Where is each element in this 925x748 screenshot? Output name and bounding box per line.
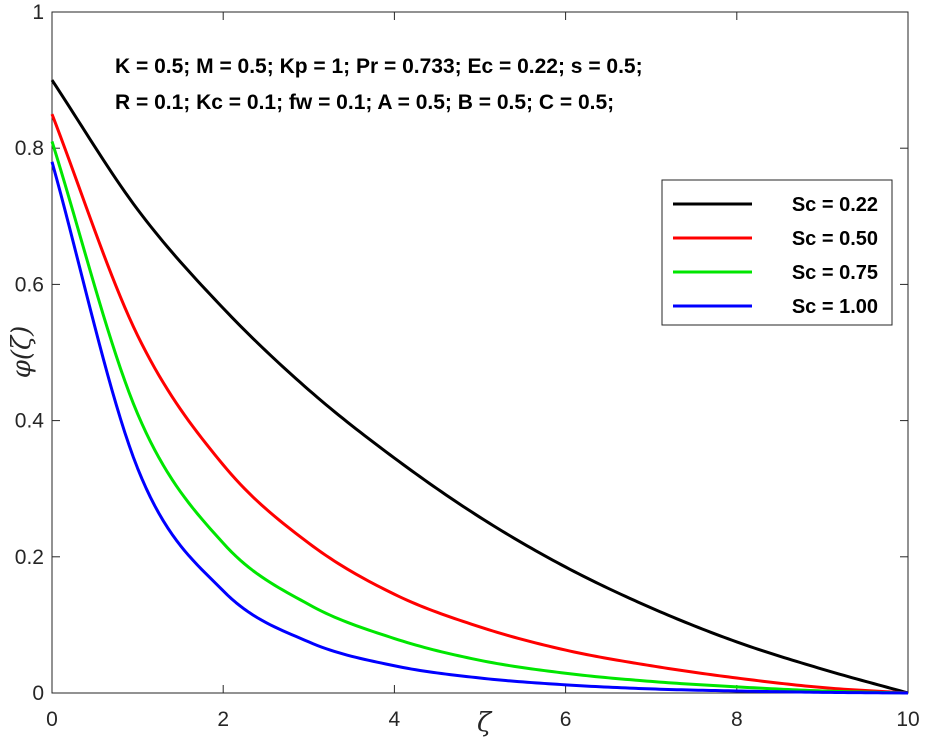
x-tick-label: 6	[560, 708, 572, 731]
y-tick-label: 0.2	[15, 546, 44, 569]
series-line-1	[50, 79, 909, 695]
series-line-2	[50, 113, 909, 695]
y-axis-label: φ(ζ)	[7, 326, 37, 379]
y-tick-label: 0.8	[15, 137, 44, 160]
annotation-line-1: K = 0.5; M = 0.5; Kp = 1; Pr = 0.733; Ec…	[115, 55, 643, 78]
series-lines	[50, 79, 909, 695]
legend: Sc = 0.22 Sc = 0.50 Sc = 0.75 Sc = 1.00	[661, 179, 893, 326]
y-tick-label: 0	[32, 682, 44, 705]
x-tick-label: 10	[896, 708, 919, 731]
legend-label: Sc = 0.75	[792, 262, 878, 284]
legend-label: Sc = 0.50	[792, 228, 878, 250]
x-tick-label: 8	[731, 708, 743, 731]
y-tick-label: 0.6	[15, 273, 44, 296]
plot-area	[51, 11, 909, 694]
legend-label: Sc = 1.00	[792, 296, 878, 318]
axis-ticks: 0 2 4 6 8 10 0 0.2 0.4 0.6 0.8 1	[15, 1, 920, 731]
x-tick-label: 4	[389, 708, 401, 731]
annotation-line-2: R = 0.1; Kc = 0.1; fw = 0.1; A = 0.5; B …	[115, 91, 614, 114]
x-tick-label: 0	[46, 708, 58, 731]
y-tick-label: 0.4	[15, 410, 45, 433]
series-line-4	[50, 161, 909, 695]
y-tick-label: 1	[32, 1, 44, 24]
series-line-3	[50, 140, 909, 695]
x-tick-label: 2	[217, 708, 229, 731]
legend-label: Sc = 0.22	[792, 194, 878, 216]
x-axis-label: ζ	[477, 708, 493, 738]
